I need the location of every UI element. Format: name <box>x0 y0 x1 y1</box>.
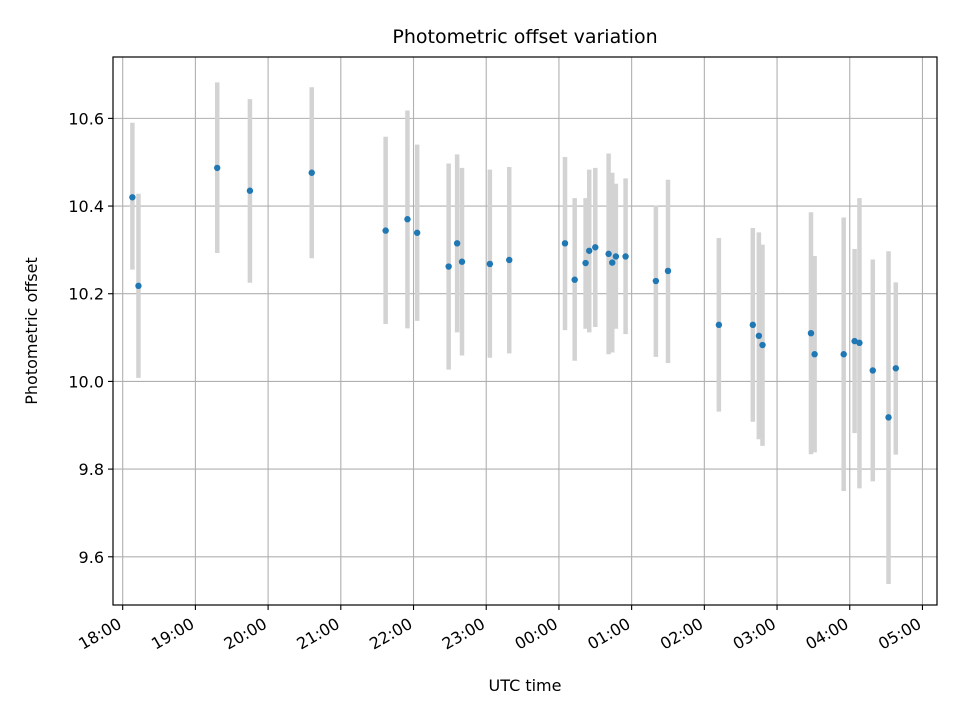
data-point <box>214 164 221 172</box>
data-point <box>135 282 142 290</box>
data-point <box>586 247 593 254</box>
grid-lines <box>113 57 937 605</box>
data-point <box>582 259 589 267</box>
plot-frame <box>112 56 938 606</box>
data-point <box>856 339 863 347</box>
data-point <box>561 240 569 247</box>
data-point <box>759 341 766 349</box>
data-point <box>612 253 620 260</box>
data-points <box>129 164 899 421</box>
data-point <box>458 258 466 265</box>
data-point <box>486 260 494 268</box>
data-point <box>413 229 421 236</box>
data-point <box>605 250 612 258</box>
data-point <box>592 244 599 251</box>
data-point <box>404 216 411 223</box>
data-point <box>609 259 616 266</box>
data-point <box>445 263 452 270</box>
data-point <box>807 329 815 337</box>
data-point <box>715 321 723 329</box>
data-point <box>652 277 660 285</box>
y-tick-label: 10.0 <box>68 372 104 391</box>
data-point <box>811 351 818 358</box>
y-axis-title: Photometric offset <box>22 257 41 405</box>
data-point <box>885 414 892 421</box>
data-point <box>453 240 461 247</box>
y-axis-ticks: 9.6 9.8 10.0 10.2 10.4 10.6 <box>68 109 113 567</box>
data-point <box>749 321 757 329</box>
data-point <box>892 365 899 372</box>
y-tick-label: 9.6 <box>79 548 104 567</box>
y-tick-label: 10.2 <box>68 285 104 304</box>
data-point <box>755 332 763 340</box>
data-point <box>129 194 136 201</box>
data-point <box>308 169 315 176</box>
data-point <box>246 187 254 194</box>
data-point <box>851 337 858 345</box>
data-point <box>506 256 513 264</box>
y-tick-label: 9.8 <box>79 460 104 479</box>
data-point <box>571 276 578 283</box>
data-point <box>664 267 672 275</box>
data-point <box>622 253 629 260</box>
y-tick-label: 10.4 <box>68 197 104 216</box>
data-point <box>840 351 847 358</box>
data-point <box>869 367 876 374</box>
y-tick-label: 10.6 <box>68 109 104 128</box>
chart-title: Photometric offset variation <box>392 26 657 48</box>
x-axis-title: UTC time <box>489 676 562 695</box>
data-point <box>382 227 389 234</box>
